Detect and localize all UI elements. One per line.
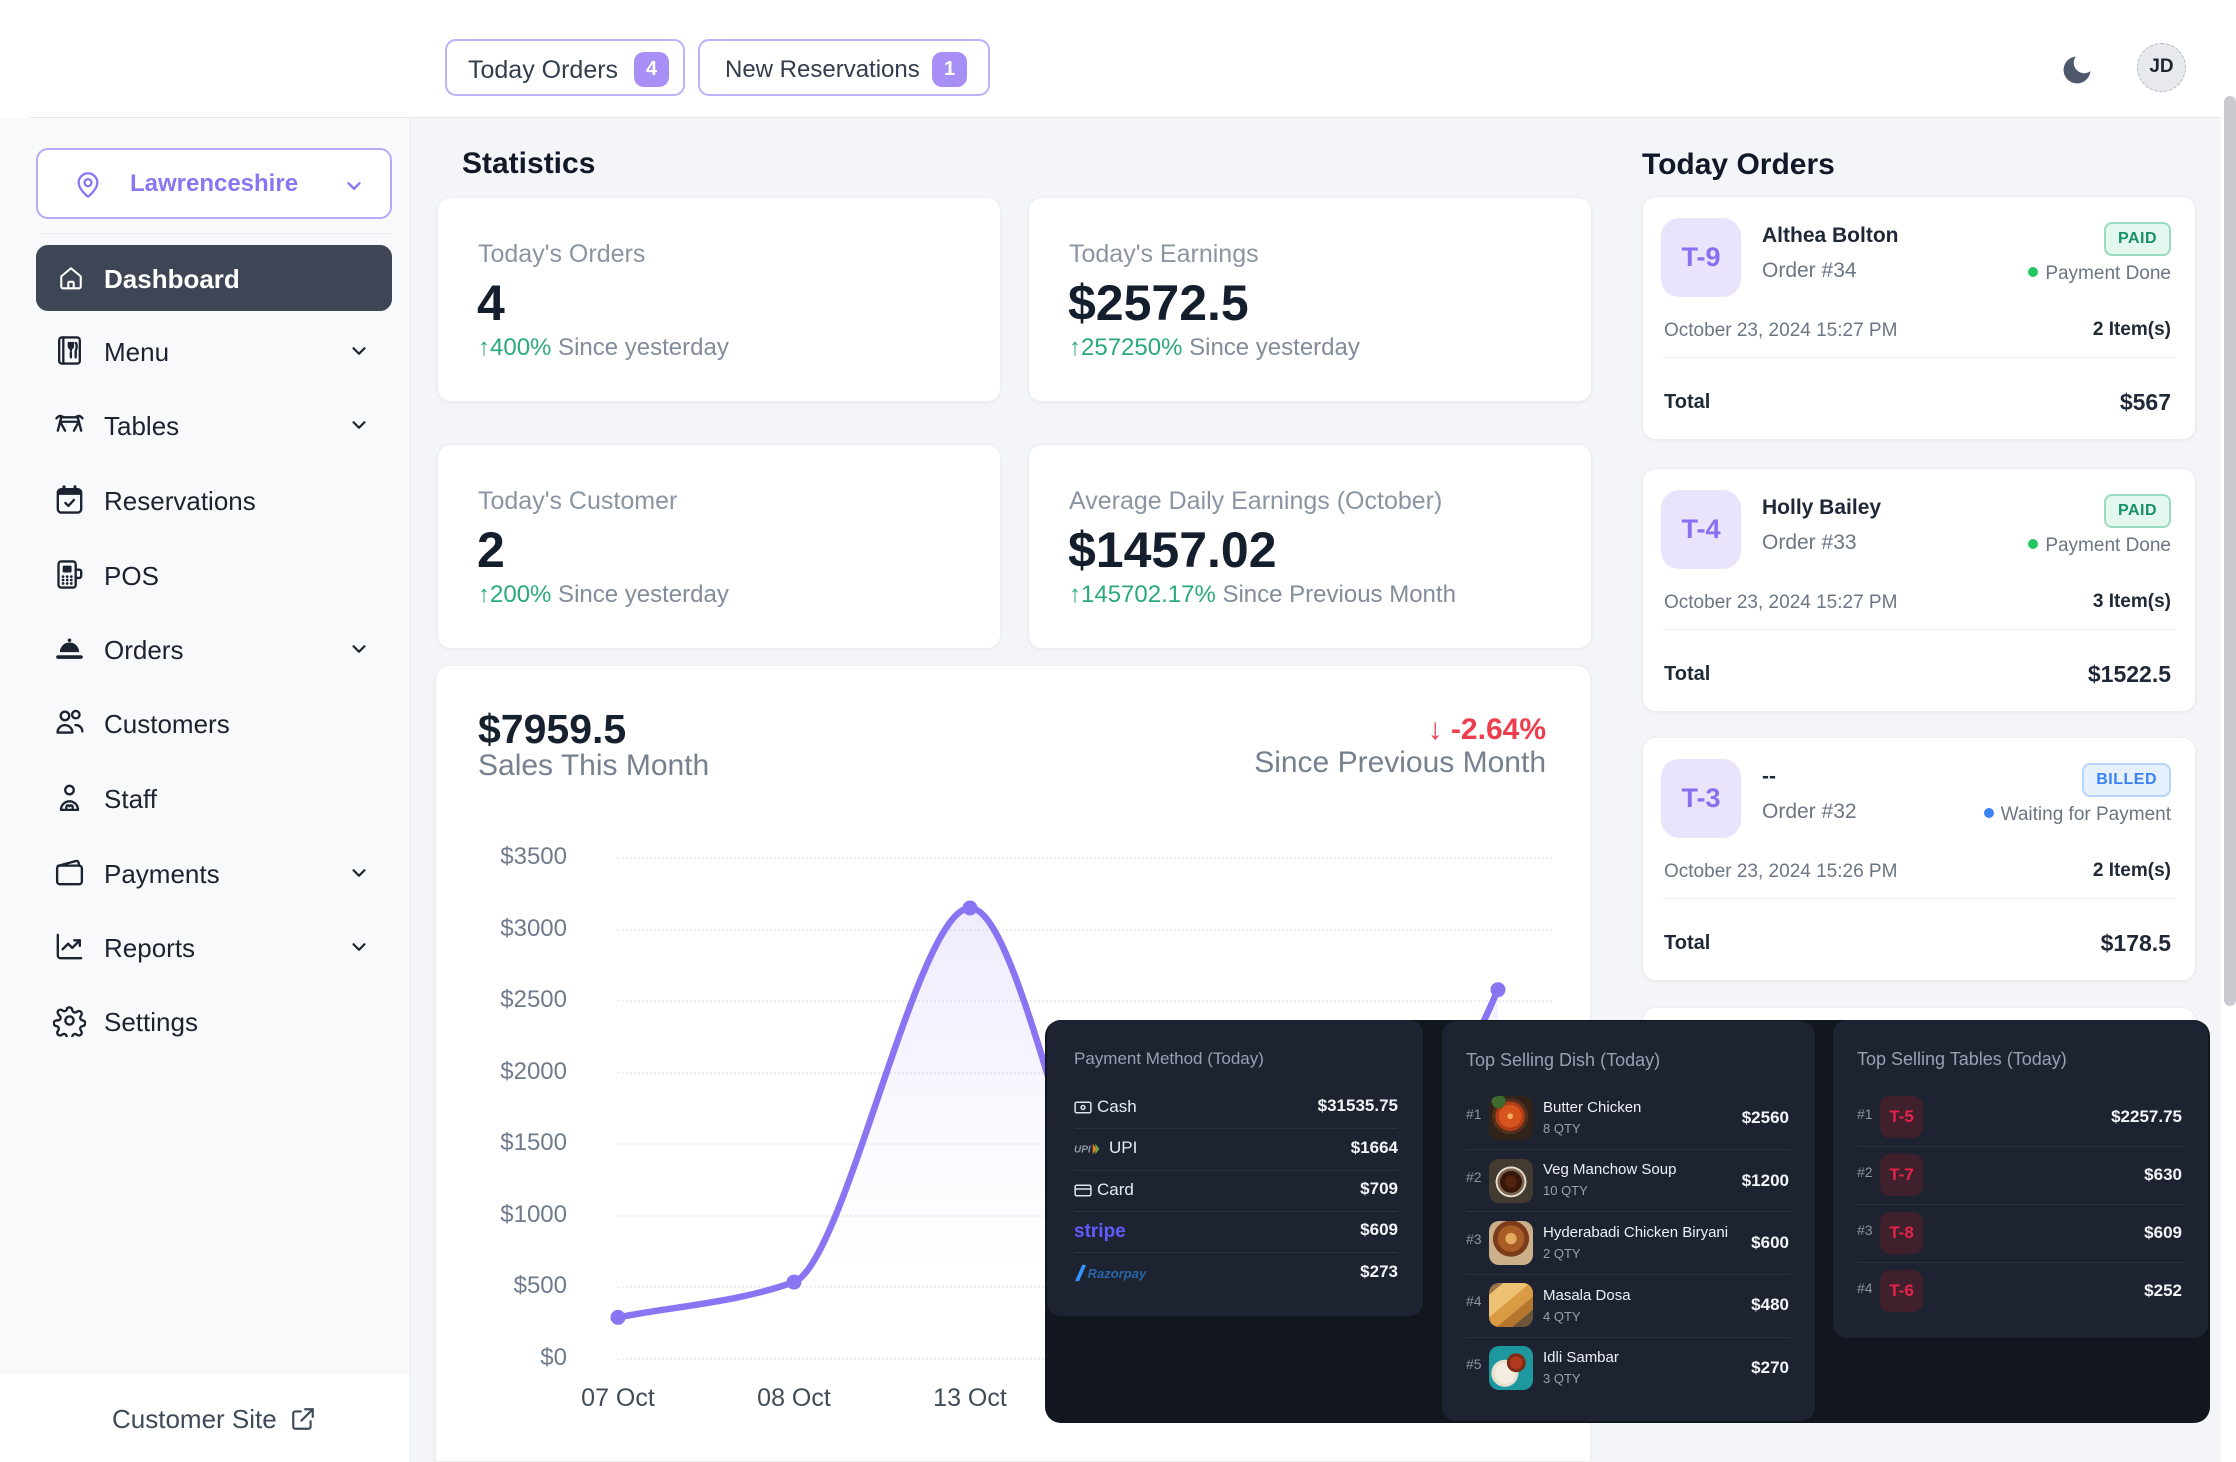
svg-text:Razorpay: Razorpay	[1088, 1266, 1147, 1281]
svg-text:UPI: UPI	[1074, 1144, 1091, 1155]
